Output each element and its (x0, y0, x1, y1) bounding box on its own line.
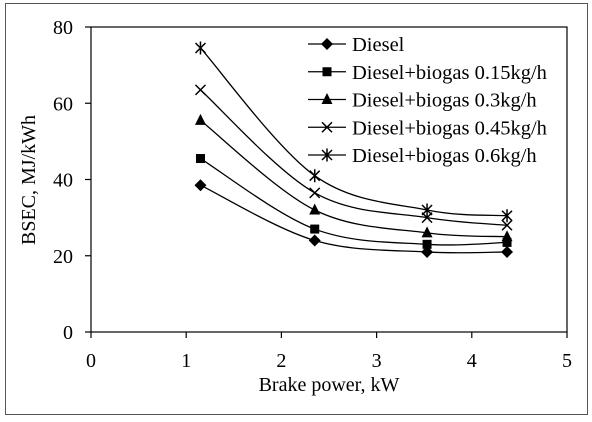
legend: Diesel Diesel+biogas 0.15kg/h Diesel+bioga… (308, 34, 547, 167)
series-1-point-2 (422, 239, 432, 249)
legend-marker-4 (321, 148, 333, 162)
legend-label-1: Diesel+biogas 0.15kg/h (352, 62, 547, 84)
series-1-point-3 (502, 237, 512, 247)
y-axis: 0 20 40 60 80 (53, 17, 91, 344)
series-1-point-1 (310, 224, 320, 234)
legend-entry-2: Diesel+biogas 0.3kg/h (308, 90, 537, 112)
y-tick-label: 20 (53, 246, 73, 268)
legend-entry-1: Diesel+biogas 0.15kg/h (308, 62, 547, 84)
series-4-point-1 (309, 169, 321, 183)
series-2-point-2 (421, 226, 433, 238)
legend-entry-3: Diesel+biogas 0.45kg/h (308, 117, 547, 139)
series-0-point-2 (421, 245, 434, 258)
series-0-point-0 (194, 179, 207, 192)
x-axis-label: Brake power, kW (259, 374, 400, 396)
y-tick-label: 60 (53, 93, 73, 115)
series-4-point-2 (421, 203, 433, 217)
series-3-point-1 (309, 187, 321, 199)
series-0-point-1 (308, 234, 321, 247)
legend-entry-0: Diesel (308, 34, 405, 56)
series-2-line (200, 119, 508, 238)
series-3-line (200, 89, 508, 226)
series-0-line (200, 184, 508, 254)
series-4-line (199, 47, 508, 217)
series-2-point-1 (309, 203, 321, 215)
series-3-point-3 (501, 219, 513, 231)
y-tick-label: 80 (53, 17, 73, 39)
x-tick-label: 2 (276, 350, 286, 372)
series-4-point-0 (194, 41, 207, 55)
y-axis-label: BSEC, MJ/kWh (18, 115, 40, 245)
series-2-point-0 (194, 113, 206, 125)
legend-marker-1 (322, 67, 332, 77)
series-2-point-3 (501, 230, 513, 242)
x-tick-label: 0 (86, 350, 96, 372)
series-0-point-3 (501, 245, 514, 258)
y-tick-label: 0 (63, 322, 73, 344)
legend-label-2: Diesel+biogas 0.3kg/h (352, 90, 537, 112)
legend-marker-3 (321, 121, 333, 133)
x-axis: 0 1 2 3 4 5 (86, 332, 572, 372)
chart-frame (5, 3, 588, 415)
x-tick-label: 4 (467, 350, 477, 372)
series-layer (194, 41, 514, 258)
series-1-line (200, 157, 508, 246)
series-4-point-3 (501, 209, 513, 223)
legend-label-4: Diesel+biogas 0.6kg/h (352, 145, 537, 167)
x-tick-label: 3 (372, 350, 382, 372)
series-3-point-0 (194, 84, 207, 96)
legend-label-0: Diesel (352, 34, 405, 56)
legend-entry-4: Diesel+biogas 0.6kg/h (308, 145, 537, 167)
series-1-point-0 (195, 154, 205, 164)
x-tick-label: 1 (181, 350, 191, 372)
legend-marker-2 (321, 93, 333, 104)
legend-marker-0 (321, 38, 333, 50)
legend-label-3: Diesel+biogas 0.45kg/h (352, 117, 547, 139)
y-tick-label: 40 (53, 170, 73, 192)
x-tick-label: 5 (562, 350, 572, 372)
